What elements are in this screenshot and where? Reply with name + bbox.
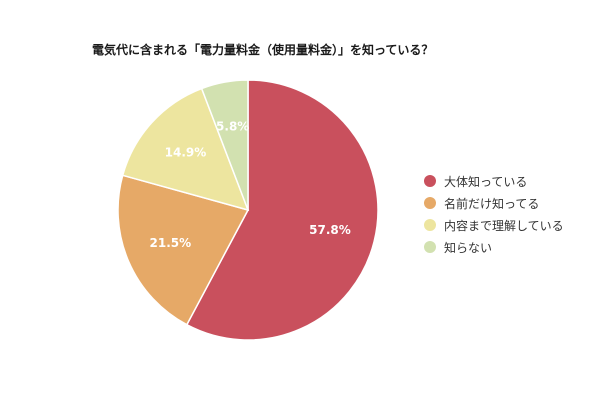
legend-item-1[interactable]: 名前だけ知ってる bbox=[424, 192, 564, 214]
legend-swatch-3 bbox=[424, 241, 436, 253]
legend-swatch-0 bbox=[424, 175, 436, 187]
legend: 大体知っている 名前だけ知ってる 内容まで理解している 知らない bbox=[424, 170, 564, 258]
legend-item-2[interactable]: 内容まで理解している bbox=[424, 214, 564, 236]
legend-item-0[interactable]: 大体知っている bbox=[424, 170, 564, 192]
chart-title: 電気代に含まれる「電力量料金（使用量料金）」を知っている？ bbox=[92, 43, 434, 57]
slice-label-2: 14.9% bbox=[165, 146, 207, 160]
pie-slice-1[interactable] bbox=[117, 174, 250, 326]
slice-label-3: 5.8% bbox=[216, 119, 249, 133]
legend-swatch-2 bbox=[424, 219, 436, 231]
legend-label-3: 知らない bbox=[444, 240, 493, 255]
legend-item-3[interactable]: 知らない bbox=[424, 236, 564, 258]
legend-label-0: 大体知っている bbox=[444, 174, 528, 189]
slice-label-1: 21.5% bbox=[150, 236, 192, 250]
legend-label-1: 名前だけ知ってる bbox=[444, 196, 540, 211]
pie-slice-2[interactable] bbox=[121, 87, 250, 212]
legend-swatch-1 bbox=[424, 197, 436, 209]
legend-label-2: 内容まで理解している bbox=[444, 218, 564, 233]
slice-label-0: 57.8% bbox=[309, 223, 351, 237]
pie-slice-0[interactable] bbox=[185, 79, 379, 341]
pie-slice-3[interactable] bbox=[200, 79, 249, 211]
